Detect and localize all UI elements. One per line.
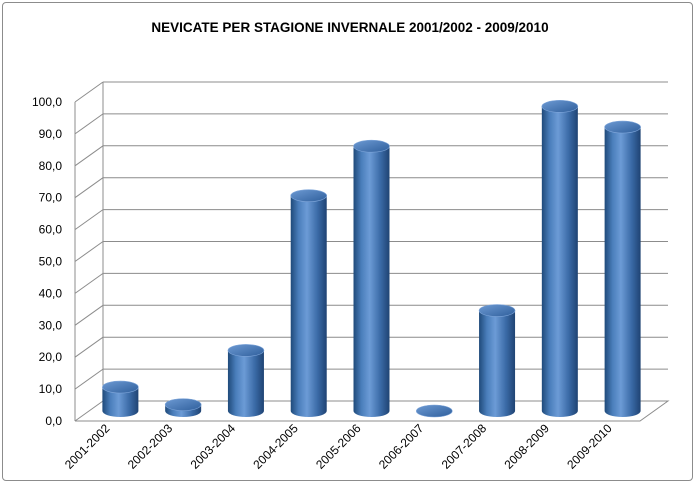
x-tick-label: 2007-2008 (439, 421, 490, 472)
bar (478, 304, 516, 417)
bar (604, 120, 641, 417)
bar-body (102, 387, 139, 417)
gridline-side (74, 113, 104, 135)
bar-cap (604, 120, 641, 134)
bar (353, 139, 390, 418)
bar-cap (541, 100, 579, 113)
y-tick-label: 80,0 (39, 159, 63, 173)
bar-cap (102, 380, 139, 394)
bar (227, 344, 265, 417)
y-tick-label: 90,0 (39, 127, 63, 141)
x-axis-labels: 2001-2002 2002-2003 2003-2004 2004-2005 2005… (62, 421, 615, 472)
y-tick-label: 70,0 (39, 191, 63, 205)
x-tick-label: 2008-2009 (501, 421, 552, 472)
gridline-side (74, 241, 104, 262)
bar-body (353, 146, 390, 418)
y-tick-label: 10,0 (39, 382, 63, 396)
bar (290, 189, 328, 417)
y-tick-label: 50,0 (39, 255, 63, 269)
bar (164, 398, 202, 417)
bar-body (479, 310, 516, 417)
y-tick-label: 0,0 (45, 414, 62, 428)
gridline-side (74, 209, 104, 231)
bar-body (227, 350, 264, 417)
x-tick-label: 2001-2002 (62, 421, 113, 472)
x-tick-label: 2006-2007 (376, 421, 427, 472)
y-tick-label: 30,0 (39, 318, 63, 332)
x-tick-label: 2003-2004 (188, 421, 239, 472)
gridline-side (74, 145, 104, 167)
chart-title: NEVICATE PER STAGIONE INVERNALE 2001/200… (151, 20, 548, 35)
gridline-side (74, 304, 104, 326)
y-tick-label: 40,0 (39, 286, 63, 300)
y-tick-label: 100,0 (32, 95, 62, 109)
gridline-side (74, 400, 104, 422)
bars (102, 100, 641, 418)
bar-cap (227, 344, 265, 357)
gridline-side (74, 177, 104, 199)
bar (541, 100, 579, 417)
gridline-side (74, 368, 104, 390)
bar-cap (478, 304, 516, 317)
y-axis-ticks: 0,0 10,0 20,0 30,0 40,0 50,0 60,0 70,0 80,0 90,0 1… (32, 95, 62, 428)
bar-cap (353, 139, 390, 153)
gridline-side (74, 272, 104, 294)
bar (102, 380, 139, 417)
bar-body (541, 106, 578, 417)
x-tick-label: 2005-2006 (313, 421, 364, 472)
bar-cap (415, 404, 453, 418)
x-tick-label: 2004-2005 (250, 421, 301, 472)
bar-body (290, 195, 327, 417)
gridline-side (74, 336, 104, 358)
y-tick-label: 20,0 (39, 350, 63, 364)
bar-cap (164, 398, 202, 411)
x-tick-label: 2009-2010 (564, 421, 615, 472)
bar (415, 404, 453, 418)
bar-cap (290, 189, 328, 202)
x-tick-label: 2002-2003 (125, 421, 176, 472)
gridline-side (74, 81, 104, 103)
y-tick-label: 60,0 (39, 223, 63, 237)
bar-body (604, 127, 641, 417)
